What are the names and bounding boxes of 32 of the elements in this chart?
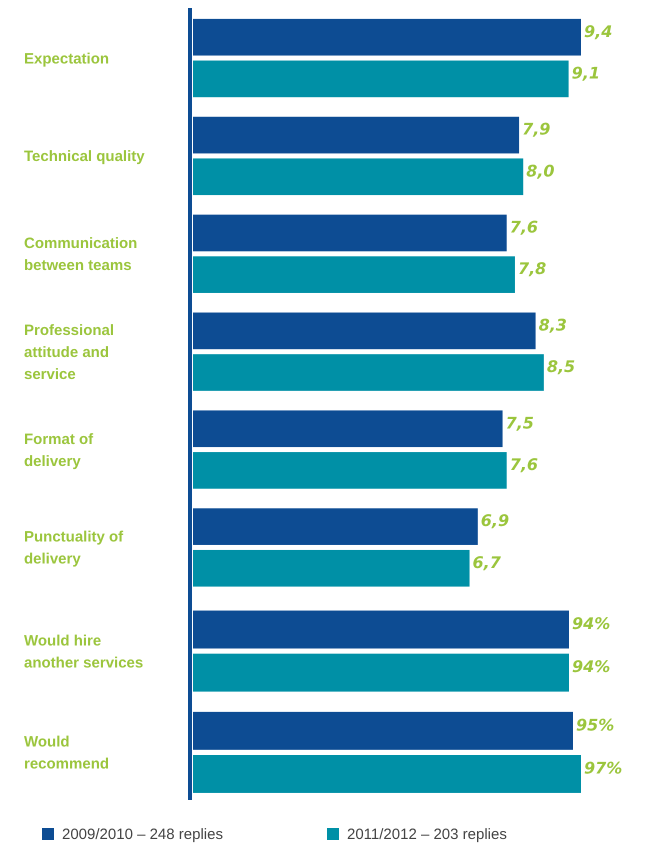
y-tick-label: Format of delivery	[24, 430, 94, 470]
data-label: 7,8	[518, 259, 546, 278]
data-label: 97%	[584, 758, 622, 778]
data-label: 8,3	[538, 315, 567, 334]
y-tick-label: Communication between teams	[24, 235, 138, 274]
data-label: 6,9	[480, 511, 510, 530]
data-label: 95%	[576, 715, 614, 734]
bar	[193, 256, 515, 293]
data-label: 94%	[572, 614, 610, 634]
data-label: 7,5	[506, 413, 534, 432]
y-tick-label: Would recommend	[24, 734, 110, 773]
bar	[193, 452, 507, 489]
bar	[193, 158, 524, 196]
data-label: 7,6	[510, 455, 538, 474]
data-label: 9,1	[572, 63, 600, 82]
bar	[193, 550, 470, 587]
y-tick-label: Professional attitude and service	[24, 322, 114, 383]
data-label: 6,7	[472, 552, 502, 572]
data-label: 8,5	[546, 357, 576, 376]
data-label: 7,6	[510, 218, 538, 237]
y-tick-label: Technical quality	[24, 148, 146, 166]
y-tick-label: Would hire another services	[24, 632, 144, 672]
data-label: 9,4	[584, 22, 612, 41]
bar	[193, 60, 569, 98]
data-label: 94%	[572, 657, 610, 676]
legend-label: 2011/2012 – 203 replies	[347, 826, 507, 843]
y-tick-label: Punctuality of delivery	[24, 528, 124, 568]
y-tick-label: Expectation	[24, 50, 110, 68]
data-label: 8,0	[526, 161, 555, 180]
legend-label: 2009/2010 – 248 replies	[62, 826, 223, 843]
bar	[193, 354, 544, 391]
data-label: 7,9	[522, 120, 550, 139]
